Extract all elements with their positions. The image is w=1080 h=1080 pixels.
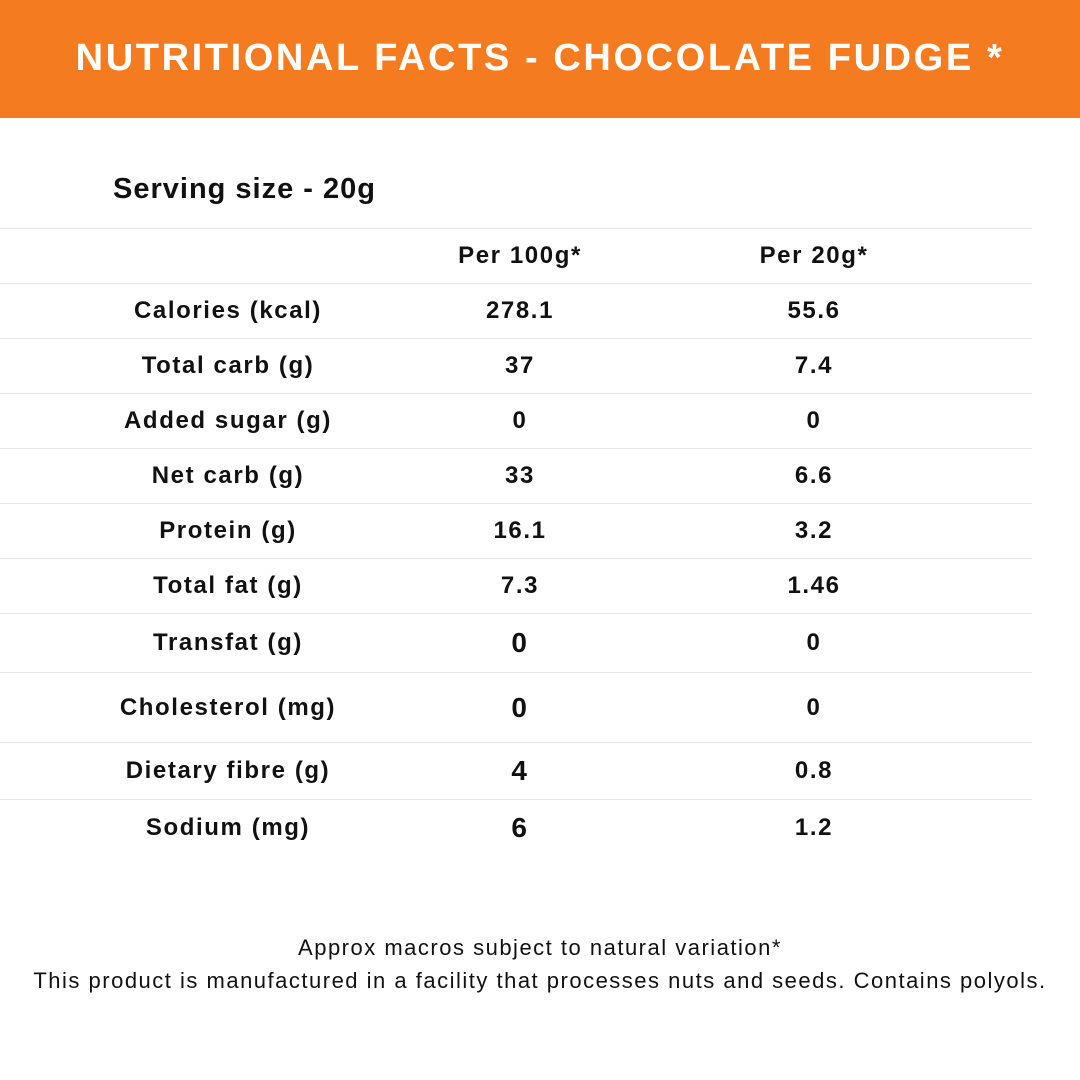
value-per-20g: 0 [806, 407, 822, 434]
value-per-20g: 0 [806, 693, 822, 721]
table-row: Total carb (g) 37 7.4 [0, 338, 1032, 393]
footer-variation-note: Approx macros subject to natural variati… [298, 935, 782, 960]
footer-notes: Approx macros subject to natural variati… [0, 931, 1080, 997]
nutrient-label: Added sugar (g) [124, 407, 332, 434]
table-row: Cholesterol (mg) 0 0 [0, 672, 1032, 742]
nutrient-label: Total fat (g) [153, 572, 303, 599]
value-per-20g: 7.4 [794, 352, 834, 379]
nutrient-label: Net carb (g) [151, 462, 305, 489]
nutrient-label: Dietary fibre (g) [125, 757, 331, 784]
value-per-20g: 55.6 [787, 297, 841, 324]
value-per-100g: 33 [505, 462, 535, 489]
column-header-nutrient [80, 229, 376, 283]
value-per-100g: 0 [512, 407, 528, 434]
value-per-100g: 278.1 [485, 297, 555, 324]
nutrient-label: Cholesterol (mg) [119, 693, 337, 721]
value-per-100g: 0 [511, 627, 529, 658]
nutrient-label: Protein (g) [159, 517, 297, 544]
table-row: Sodium (mg) 6 1.2 [0, 799, 1032, 856]
serving-size: Serving size - 20g [113, 173, 376, 205]
table-row: Total fat (g) 7.3 1.46 [0, 558, 1032, 613]
table-row: Added sugar (g) 0 0 [0, 393, 1032, 448]
table-row: Net carb (g) 33 6.6 [0, 448, 1032, 503]
value-per-20g: 1.2 [794, 814, 834, 841]
table-row: Transfat (g) 0 0 [0, 613, 1032, 672]
nutrient-label: Calories (kcal) [133, 297, 323, 324]
value-per-20g: 0.8 [794, 757, 834, 784]
nutrient-label: Sodium (mg) [145, 814, 311, 841]
value-per-100g: 0 [511, 691, 529, 723]
value-per-100g: 7.3 [500, 572, 540, 599]
page-title: NUTRITIONAL FACTS - CHOCOLATE FUDGE * [75, 36, 1005, 79]
column-header-per-20g: Per 20g* [759, 242, 869, 269]
value-per-100g: 4 [511, 755, 529, 786]
value-per-20g: 1.46 [787, 572, 841, 599]
value-per-100g: 16.1 [493, 517, 547, 544]
value-per-20g: 6.6 [794, 462, 834, 489]
table-row: Dietary fibre (g) 4 0.8 [0, 742, 1032, 799]
table-header-row: Per 100g* Per 20g* [0, 228, 1032, 283]
footer-allergen-note: This product is manufactured in a facili… [33, 968, 1047, 993]
value-per-20g: 3.2 [794, 517, 834, 544]
table-row: Calories (kcal) 278.1 55.6 [0, 283, 1032, 338]
value-per-100g: 6 [511, 812, 529, 843]
column-header-per-100g: Per 100g* [458, 242, 582, 269]
value-per-20g: 0 [806, 629, 822, 656]
value-per-100g: 37 [505, 352, 535, 379]
nutrient-label: Transfat (g) [153, 629, 303, 656]
title-banner: NUTRITIONAL FACTS - CHOCOLATE FUDGE * [0, 0, 1080, 118]
nutrition-table: Per 100g* Per 20g* Calories (kcal) 278.1… [0, 228, 1032, 856]
table-row: Protein (g) 16.1 3.2 [0, 503, 1032, 558]
nutrient-label: Total carb (g) [141, 352, 315, 379]
